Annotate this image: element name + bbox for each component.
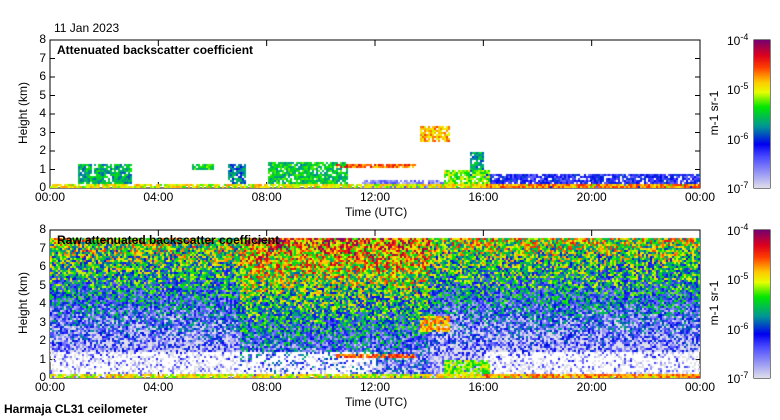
colorbar-tick-label: 10-6 (727, 320, 749, 337)
heatmap-0 (50, 40, 700, 188)
colorbar-tick-label: 10-7 (727, 180, 749, 196)
y-tick-label: 2 (39, 333, 46, 347)
colorbar-tick-label: 10-4 (727, 222, 749, 238)
x-tick-label: 04:00 (143, 380, 174, 394)
y-tick-label: 1 (39, 351, 46, 366)
x-tick-label: 20:00 (576, 380, 607, 394)
y-tick-label: 0 (39, 370, 46, 384)
y-axis-label: Height (km) (16, 81, 31, 145)
y-tick-label: 6 (39, 259, 46, 273)
y-axis-label: Height (km) (16, 271, 31, 335)
y-tick-label: 7 (39, 240, 46, 255)
y-tick-label: 5 (39, 277, 46, 292)
colorbar-tick-label: 10-5 (727, 81, 749, 98)
x-tick-label: 00:00 (34, 380, 66, 394)
y-tick-label: 4 (39, 106, 46, 120)
date-label: 11 Jan 2023 (54, 21, 120, 35)
y-tick-label: 8 (39, 32, 46, 46)
colorbar-tick-label: 10-5 (727, 271, 749, 288)
x-tick-label: 12:00 (359, 380, 391, 394)
colorbar (754, 40, 770, 188)
y-tick-label: 2 (39, 143, 46, 157)
colorbar-tick-label: 10-7 (727, 370, 749, 386)
x-tick-label: 08:00 (251, 380, 282, 394)
x-tick-label: 16:00 (468, 190, 499, 204)
x-tick-label: 00:00 (684, 380, 716, 394)
x-axis-label: Time (UTC) (345, 395, 408, 409)
panel-title: Attenuated backscatter coefficient (57, 43, 254, 57)
x-tick-label: 16:00 (468, 380, 499, 394)
x-axis-label: Time (UTC) (345, 205, 408, 219)
y-tick-label: 8 (39, 222, 46, 236)
x-tick-label: 04:00 (143, 190, 174, 204)
heatmap-1 (50, 230, 700, 378)
y-tick-label: 3 (39, 314, 46, 329)
x-tick-label: 00:00 (684, 190, 716, 204)
colorbar-tick-label: 10-6 (727, 130, 749, 147)
y-tick-label: 3 (39, 124, 46, 139)
colorbar-tick-label: 10-4 (727, 32, 749, 48)
y-tick-label: 0 (39, 180, 46, 194)
y-tick-label: 6 (39, 69, 46, 83)
x-tick-label: 08:00 (251, 190, 282, 204)
panel-title: Raw attenuated backscatter coefficient (57, 233, 280, 247)
y-tick-label: 1 (39, 161, 46, 176)
y-tick-label: 5 (39, 87, 46, 102)
footer-label: Harmaja CL31 ceilometer (4, 402, 148, 416)
y-tick-label: 7 (39, 50, 46, 65)
y-tick-label: 4 (39, 296, 46, 310)
x-tick-label: 00:00 (34, 190, 66, 204)
x-tick-label: 12:00 (359, 190, 391, 204)
colorbar (754, 230, 770, 378)
x-tick-label: 20:00 (576, 190, 607, 204)
